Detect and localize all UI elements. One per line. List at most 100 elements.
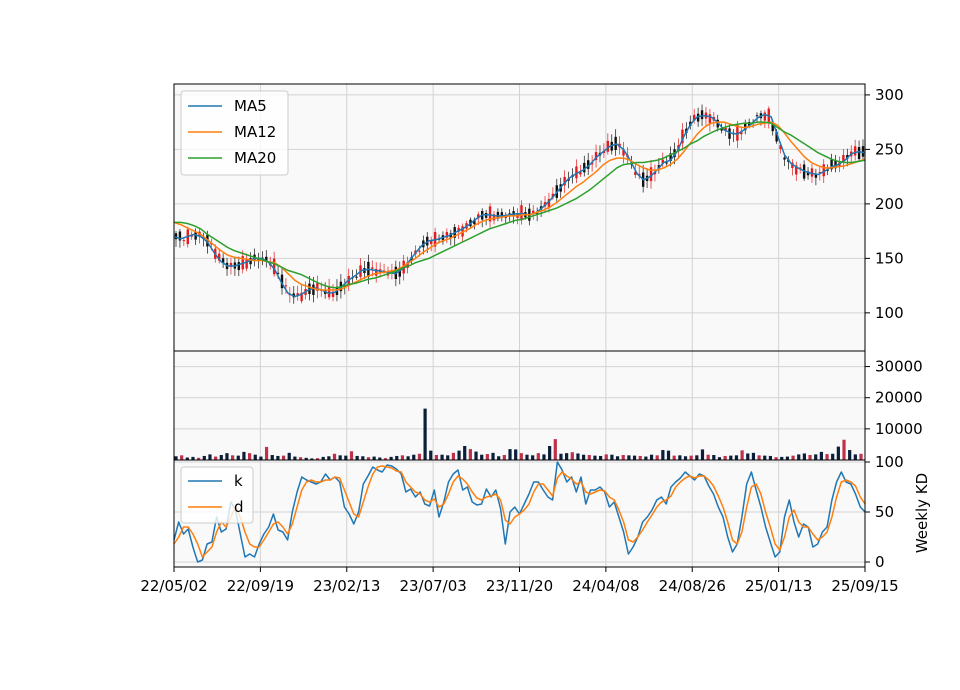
volume-bar	[508, 449, 512, 460]
candle-body	[606, 140, 610, 152]
volume-bar	[548, 445, 552, 460]
candle-body	[775, 131, 778, 142]
candle-body	[429, 241, 433, 245]
volume-bar	[485, 454, 489, 460]
candle-body	[300, 292, 303, 302]
candle-body	[457, 227, 460, 232]
candle-body	[312, 284, 315, 295]
candle-body	[375, 269, 378, 276]
candle-body	[806, 171, 810, 176]
volume-bar	[310, 458, 314, 460]
volume-bar	[666, 450, 671, 460]
volume-bar	[174, 456, 178, 460]
candle-body	[532, 210, 535, 214]
volume-bar	[197, 457, 201, 460]
volume-bar	[293, 456, 297, 460]
volume-bar	[519, 453, 523, 460]
volume-bars	[174, 408, 863, 460]
volume-bar	[259, 456, 263, 460]
volume-bar	[746, 453, 750, 460]
volume-bar	[729, 455, 733, 460]
candle-body	[477, 214, 480, 219]
candle-body	[265, 256, 268, 262]
candle-body	[783, 157, 786, 160]
candle-body	[575, 166, 578, 179]
candle-body	[822, 164, 825, 177]
candle-body	[563, 176, 566, 186]
volume-bar	[644, 456, 648, 460]
x-tick-label: 24/08/26	[659, 577, 726, 595]
volume-bar	[542, 454, 546, 460]
volume-bar	[247, 453, 252, 460]
y-tick-label: 0	[875, 553, 885, 571]
volume-bar	[298, 457, 303, 460]
volume-bar	[287, 452, 291, 460]
x-tick-label: 22/09/19	[227, 577, 294, 595]
candle-body	[587, 160, 590, 169]
candle-body	[594, 152, 598, 161]
volume-bar	[593, 455, 597, 460]
price-ma12-line	[173, 121, 866, 291]
volume-bar	[757, 455, 761, 460]
candle-body	[217, 253, 221, 261]
volume-bar	[276, 455, 280, 460]
volume-bar	[463, 445, 467, 460]
candle-body	[665, 162, 668, 164]
y-tick-label: 30000	[875, 358, 923, 376]
candle-body	[272, 258, 276, 275]
volume-bar	[406, 456, 410, 460]
candle-body	[634, 171, 637, 176]
candle-body	[728, 128, 731, 139]
volume-bar	[270, 455, 274, 460]
volume-bar	[202, 455, 206, 460]
volume-bar	[400, 455, 405, 460]
volume-bar	[395, 455, 399, 460]
volume-bar	[621, 455, 625, 460]
volume-bar	[480, 454, 484, 460]
volume-bar	[338, 455, 342, 460]
candle-body	[700, 110, 704, 120]
volume-bar	[661, 450, 665, 460]
volume-bar	[434, 455, 439, 460]
volume-bar	[700, 449, 705, 460]
volume-bar	[774, 457, 778, 460]
candle-body	[842, 155, 845, 162]
candle-body	[583, 163, 586, 173]
volume-bar	[253, 454, 257, 460]
volume-bar	[763, 455, 767, 460]
volume-bar	[598, 455, 603, 460]
volume-bar	[446, 455, 450, 460]
candle-body	[798, 167, 802, 169]
candle-body	[861, 146, 865, 157]
volume-bar	[604, 454, 608, 460]
volume-bar	[219, 455, 223, 460]
volume-bar	[214, 456, 218, 460]
volume-bar	[740, 450, 744, 460]
price-legend-box	[180, 90, 289, 176]
candle-body	[237, 262, 241, 271]
volume-bar	[768, 455, 773, 460]
axis-ticks: 22/05/02 22/09/19 23/02/13 23/07/03 23/11/20…	[140, 86, 922, 595]
candle-body	[371, 267, 374, 269]
volume-bar	[582, 454, 586, 460]
candle-body	[614, 136, 617, 150]
candle-body	[284, 285, 288, 287]
y-tick-label: 50	[875, 503, 894, 521]
volume-bar	[859, 453, 863, 460]
candle-body	[853, 146, 857, 156]
y-tick-label: 200	[875, 195, 904, 213]
y-tick-label: 300	[875, 86, 904, 104]
candle-body	[249, 258, 252, 265]
y-tick-label: 100	[875, 453, 904, 471]
volume-bar	[672, 455, 676, 460]
series-lines	[173, 113, 866, 563]
volume-bar	[281, 455, 286, 460]
volume-bar	[366, 457, 371, 460]
candle-body	[229, 262, 233, 267]
volume-bar	[553, 439, 557, 460]
candle-body	[327, 286, 331, 298]
candle-body	[810, 168, 814, 177]
candle-body	[657, 165, 661, 169]
y-tick-label: 150	[875, 249, 904, 267]
volume-bar	[225, 453, 229, 460]
